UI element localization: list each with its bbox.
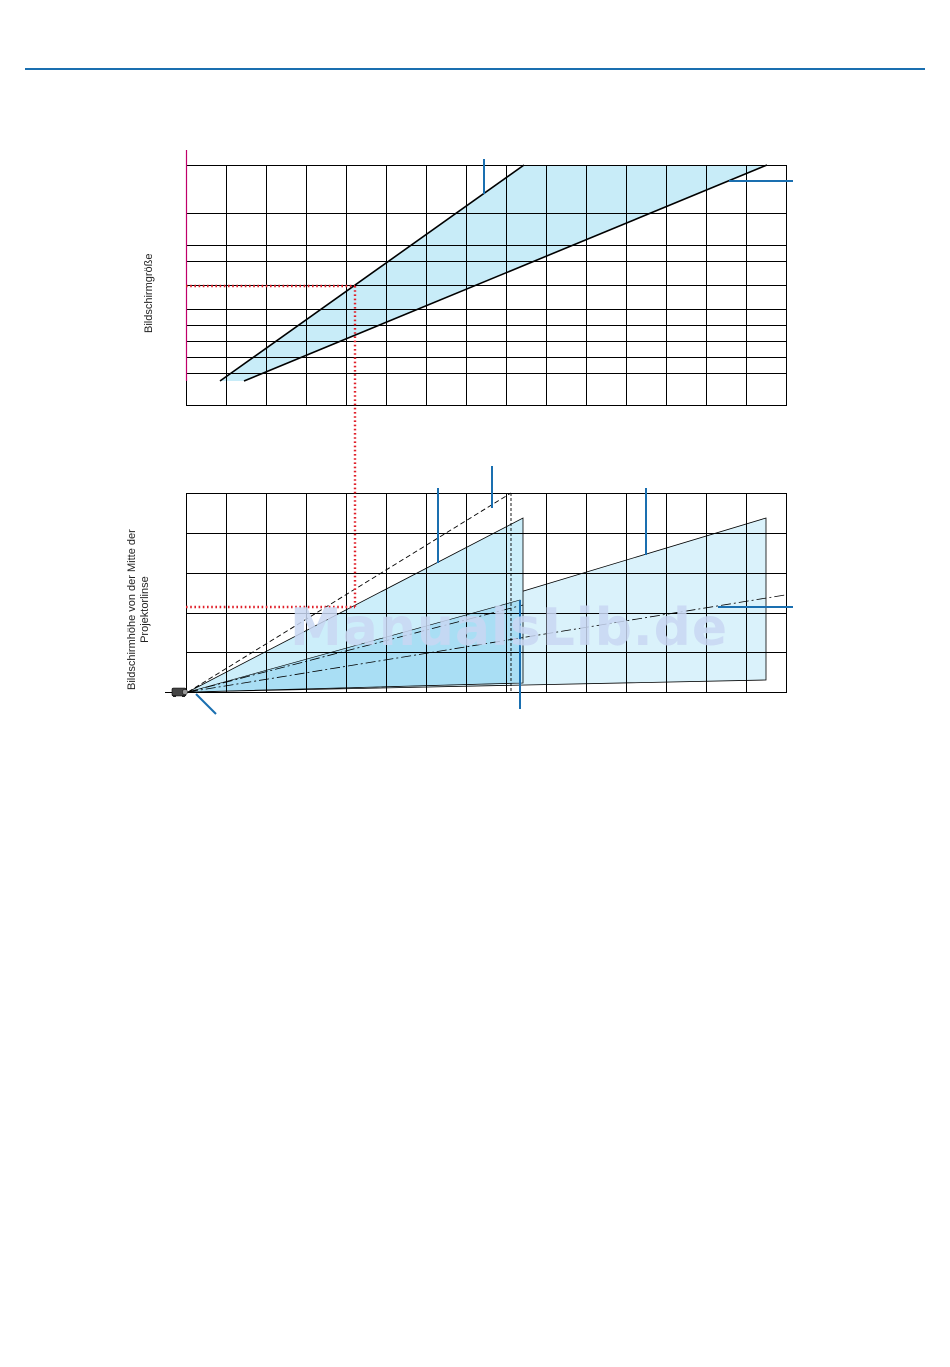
lower-wide-dashed-edge	[187, 492, 512, 693]
lower-chart-grid	[186, 493, 787, 693]
callout-lens-center	[195, 693, 217, 715]
upper-zoom-range-band	[220, 165, 767, 381]
projector-icon	[171, 687, 188, 697]
lower-chart	[165, 466, 793, 715]
upper-tele-line	[243, 164, 768, 382]
upper-wide-line	[219, 164, 525, 382]
upper-chart	[185, 150, 793, 406]
watermark: ManualsLib.de	[290, 598, 729, 658]
lower-wide-center-line	[187, 604, 524, 693]
lower-tele-center-line	[187, 594, 786, 693]
example-guides	[186, 284, 357, 609]
header-rule	[25, 68, 925, 70]
